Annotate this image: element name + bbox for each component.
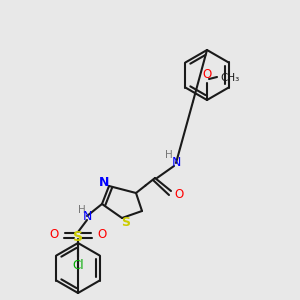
Text: O: O — [50, 229, 59, 242]
Text: O: O — [202, 68, 211, 81]
Text: N: N — [82, 209, 92, 223]
Text: O: O — [174, 188, 183, 202]
Text: H: H — [78, 205, 86, 215]
Text: CH₃: CH₃ — [220, 73, 239, 83]
Text: H: H — [165, 150, 173, 160]
Text: N: N — [171, 157, 181, 169]
Text: S: S — [73, 230, 83, 244]
Text: O: O — [97, 229, 106, 242]
Text: N: N — [99, 176, 109, 188]
Text: Cl: Cl — [72, 259, 84, 272]
Text: S: S — [122, 217, 130, 230]
